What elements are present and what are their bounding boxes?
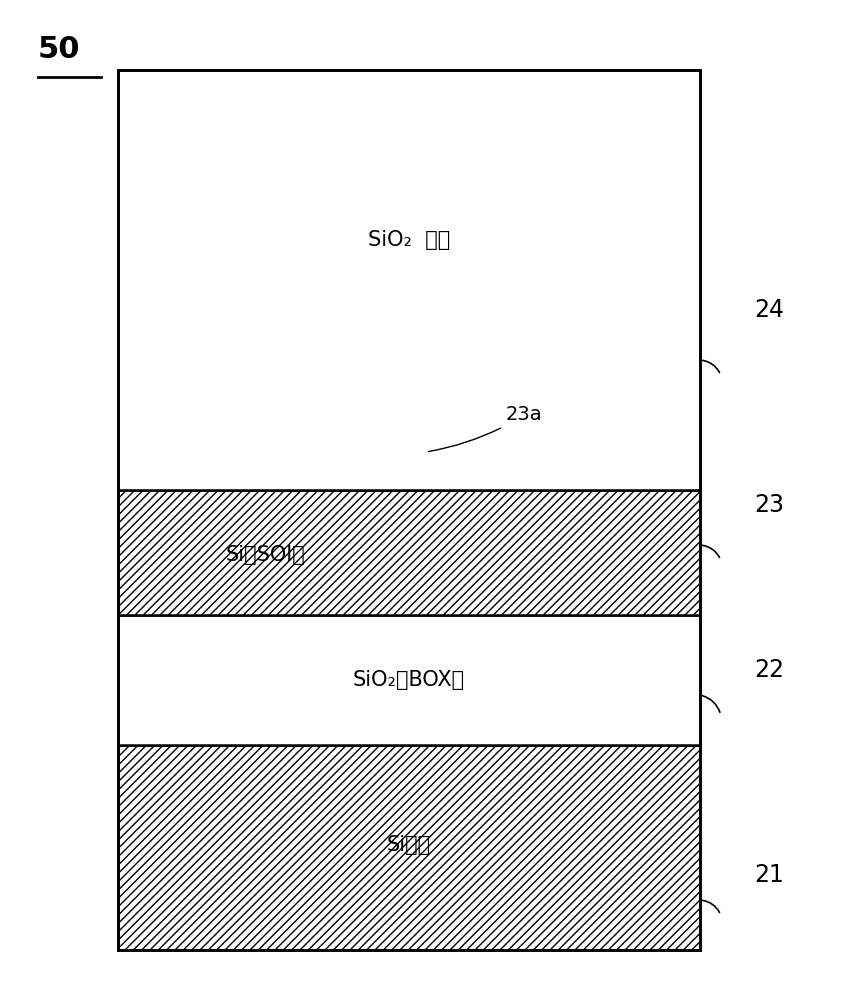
Text: 21: 21 [754,863,784,887]
Text: Si（SOI）: Si（SOI） [226,545,305,565]
Text: Si衬底: Si衬底 [387,835,431,855]
Bar [118,745,700,950]
Text: SiO₂  覆层: SiO₂ 覆层 [368,230,450,250]
Bar [118,70,700,950]
Text: 22: 22 [754,658,785,682]
Text: 24: 24 [754,298,785,322]
Text: SiO₂（BOX）: SiO₂（BOX） [352,670,465,690]
Text: 50: 50 [38,35,80,64]
Text: 23: 23 [754,493,785,517]
Bar [118,615,700,745]
Text: 23a: 23a [428,406,542,452]
Bar [118,490,700,615]
Bar [118,70,700,490]
Bar [249,365,447,490]
